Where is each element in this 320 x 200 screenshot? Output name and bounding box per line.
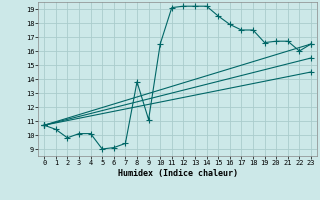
- X-axis label: Humidex (Indice chaleur): Humidex (Indice chaleur): [118, 169, 238, 178]
